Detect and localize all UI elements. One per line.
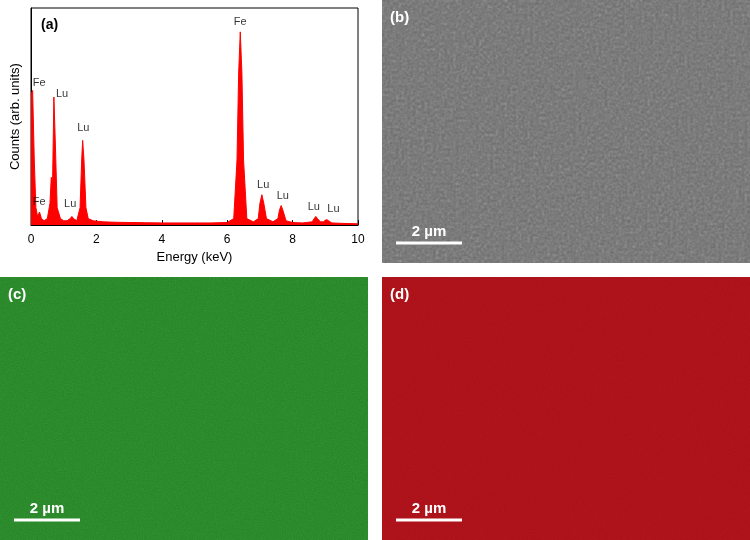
svg-text:Lu: Lu xyxy=(277,189,289,201)
svg-text:2: 2 xyxy=(93,232,100,246)
svg-text:6: 6 xyxy=(224,232,231,246)
svg-text:Lu: Lu xyxy=(257,178,269,190)
svg-text:Energy (keV): Energy (keV) xyxy=(157,249,233,264)
svg-text:2 µm: 2 µm xyxy=(412,222,447,239)
svg-text:4: 4 xyxy=(158,232,165,246)
svg-text:2 µm: 2 µm xyxy=(412,499,447,516)
svg-text:(b): (b) xyxy=(390,8,409,25)
svg-text:(c): (c) xyxy=(8,285,26,302)
svg-text:0: 0 xyxy=(28,232,35,246)
svg-text:(d): (d) xyxy=(390,285,409,302)
svg-text:(a): (a) xyxy=(41,16,58,32)
svg-text:Lu: Lu xyxy=(64,197,76,209)
svg-text:8: 8 xyxy=(289,232,296,246)
svg-text:2 µm: 2 µm xyxy=(30,499,65,516)
svg-text:Lu: Lu xyxy=(77,121,89,133)
svg-text:Fe: Fe xyxy=(33,76,46,88)
svg-text:10: 10 xyxy=(351,232,365,246)
svg-text:Fe: Fe xyxy=(33,195,46,207)
svg-text:Lu: Lu xyxy=(308,200,320,212)
svg-text:Fe: Fe xyxy=(234,15,247,27)
svg-text:Counts (arb. units): Counts (arb. units) xyxy=(7,63,22,170)
svg-text:Lu: Lu xyxy=(56,87,68,99)
svg-text:Lu: Lu xyxy=(327,202,339,214)
